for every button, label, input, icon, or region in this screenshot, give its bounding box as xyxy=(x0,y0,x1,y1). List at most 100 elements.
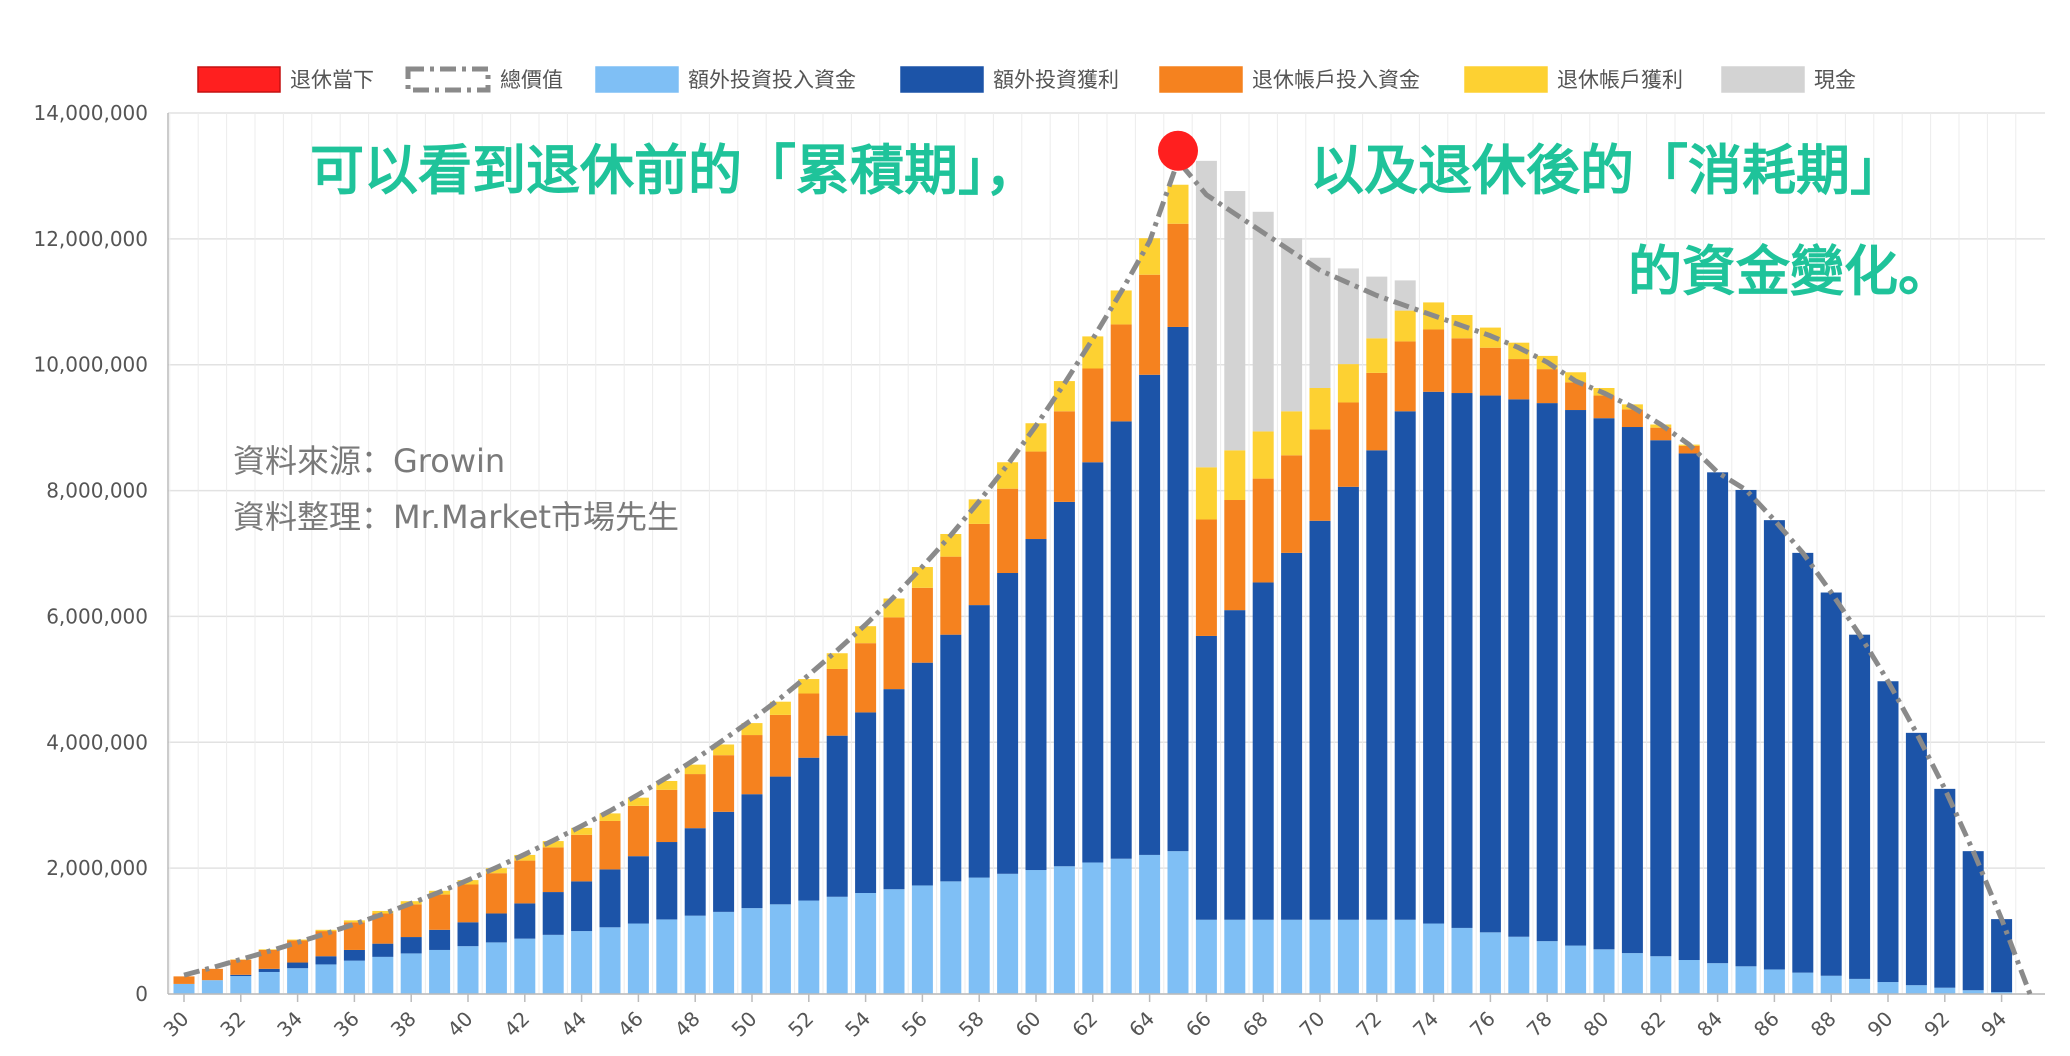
legend: 退休當下 總價值 額外投資投入資金 額外投資獲利 退休帳戶投入資金 退休帳戶獲利 現金 xyxy=(197,66,1856,93)
bar-segment xyxy=(1394,341,1416,412)
bar-segment xyxy=(1309,257,1331,388)
x-tick-label: 60 xyxy=(1011,1007,1046,1042)
bar-segment xyxy=(1593,395,1615,419)
x-tick-label: 50 xyxy=(727,1007,762,1042)
bar-segment xyxy=(1224,191,1246,451)
bar-segment xyxy=(571,834,593,882)
bar-segment xyxy=(571,827,593,835)
bar-segment xyxy=(230,959,252,975)
bar-segment xyxy=(684,774,706,829)
bar-segment xyxy=(343,960,365,994)
bar-segment xyxy=(1167,184,1189,224)
legend-label: 額外投資投入資金 xyxy=(688,68,856,92)
x-tick-label: 34 xyxy=(272,1007,307,1042)
legend-label: 退休當下 xyxy=(290,68,374,92)
legend-swatch xyxy=(595,66,679,93)
bar-segment xyxy=(201,980,223,994)
bar-segment xyxy=(855,643,877,713)
bar-segment xyxy=(1621,409,1643,428)
bar-segment xyxy=(1195,160,1217,468)
bar-segment xyxy=(343,922,365,950)
bar-segment xyxy=(684,764,706,775)
bar-segment xyxy=(258,968,280,972)
bar-segment xyxy=(1167,223,1189,327)
bar-segment xyxy=(911,885,933,994)
bar-segment xyxy=(656,780,678,790)
legend-label: 現金 xyxy=(1814,68,1856,92)
legend-swatch-total-value xyxy=(405,66,491,93)
bar-segment xyxy=(400,904,422,938)
bar-segment xyxy=(1309,520,1331,920)
x-tick-label: 32 xyxy=(215,1007,250,1042)
y-tick-label: 12,000,000 xyxy=(33,227,148,251)
bar-segment xyxy=(1394,411,1416,920)
bar-segment xyxy=(1025,451,1047,540)
bar-segment xyxy=(1139,374,1161,855)
bar-segment xyxy=(1678,445,1700,454)
x-tick-label: 88 xyxy=(1806,1007,1841,1042)
bar-segment xyxy=(1621,427,1643,954)
bar-segment xyxy=(1082,862,1104,994)
bar-segment xyxy=(599,820,621,870)
bar-segment xyxy=(713,911,735,994)
bar-segment xyxy=(485,868,507,874)
headline-depletion: 以及退休後的「消耗期」 xyxy=(1310,139,1904,202)
x-tick-label: 94 xyxy=(1976,1007,2011,1042)
bar-segment xyxy=(826,896,848,994)
bar-segment xyxy=(627,923,649,994)
bar-segment xyxy=(1366,372,1388,451)
bar-segment xyxy=(571,931,593,994)
bar-segment xyxy=(429,894,451,930)
bar-segment xyxy=(968,877,990,994)
total-value-line xyxy=(183,158,2033,995)
y-tick-label: 4,000,000 xyxy=(46,730,148,754)
bar-segment xyxy=(1451,393,1473,928)
bar-segment xyxy=(1366,450,1388,920)
bar-segment xyxy=(1707,963,1729,994)
bar-segment xyxy=(599,869,621,928)
bar-segment xyxy=(627,797,649,806)
x-tick-label: 30 xyxy=(159,1007,194,1042)
y-tick-label: 8,000,000 xyxy=(46,479,148,503)
bar-segment xyxy=(1053,411,1075,502)
bar-segment xyxy=(485,873,507,914)
bar-segment xyxy=(230,974,252,977)
bar-segment xyxy=(1053,866,1075,994)
bar-segment xyxy=(684,915,706,994)
bar-segment xyxy=(1195,635,1217,920)
bar-segment xyxy=(287,940,309,963)
bar-segment xyxy=(1337,486,1359,920)
grid-lines xyxy=(168,112,2045,995)
bar-segment xyxy=(1650,956,1672,994)
bar-segment xyxy=(741,908,763,994)
bar-segment xyxy=(400,953,422,994)
bar-segment xyxy=(1763,969,1785,994)
bar-segment xyxy=(287,962,309,969)
legend-swatch xyxy=(1464,66,1548,93)
bar-segment xyxy=(1281,455,1303,553)
bar-segment xyxy=(855,712,877,893)
bar-segment xyxy=(656,919,678,994)
bar-segment xyxy=(1565,372,1587,383)
bar-segment xyxy=(741,723,763,736)
bar-segment xyxy=(627,856,649,924)
bar-segment xyxy=(1025,539,1047,871)
bar-segment xyxy=(1905,985,1927,994)
bar-segment xyxy=(1337,268,1359,365)
bar-segment xyxy=(997,573,1019,874)
bar-segment xyxy=(315,956,337,965)
bar-segment xyxy=(1820,592,1842,976)
bar-segment xyxy=(1195,467,1217,520)
bar-segment xyxy=(429,929,451,950)
bar-segment xyxy=(1479,347,1501,396)
bar-segment xyxy=(1678,453,1700,961)
bar-segment xyxy=(429,949,451,994)
bar-segment xyxy=(1565,945,1587,994)
bar-segment xyxy=(997,873,1019,994)
bar-segment xyxy=(1224,610,1246,920)
bar-segment xyxy=(1167,326,1189,852)
bar-segment xyxy=(1905,732,1927,986)
y-tick-label: 10,000,000 xyxy=(33,353,148,377)
bar-segment xyxy=(911,662,933,886)
bar-segment xyxy=(911,567,933,588)
